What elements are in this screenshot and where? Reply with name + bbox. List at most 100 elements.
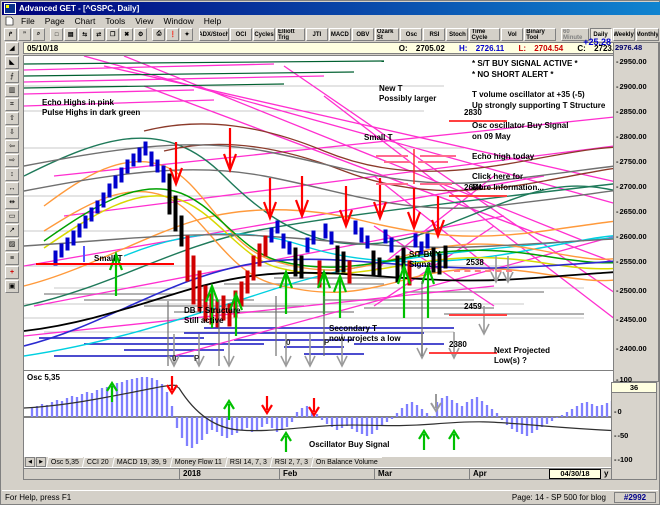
study-button-binary-tool[interactable]: Binary Tool (524, 28, 556, 41)
menu-item-tools[interactable]: Tools (105, 15, 126, 26)
tab-label-cci: CCI 20 (86, 459, 109, 466)
interval-button-daily[interactable]: Daily (589, 28, 612, 41)
study-button-vol[interactable]: Vol (501, 28, 524, 41)
study-button-obv[interactable]: OBV (351, 28, 374, 41)
menu-item-chart[interactable]: Chart (74, 15, 96, 26)
delete-page-button[interactable]: ✖ (120, 28, 134, 41)
menu-item-window[interactable]: Window (163, 15, 194, 26)
date-tick-apr: Apr (469, 469, 553, 479)
tab-cci-20[interactable]: CCI 20 (81, 457, 113, 467)
status-bar: For Help, press F1 Page: 14 - SP 500 for… (2, 490, 658, 503)
study-button-ozark-st[interactable]: Ozark St (374, 28, 400, 41)
annotation-st-buy: S/T BUY Signal (409, 250, 441, 269)
tab-osc-5-35[interactable]: Osc 5,35 (45, 457, 84, 467)
low-label: L: (518, 43, 526, 53)
price-level-line-2459 (449, 314, 507, 316)
interval-button-60-minute[interactable]: 60 Minute (561, 28, 589, 41)
tab-obv[interactable]: On Balance Volume (310, 457, 382, 467)
price-level-label-2830: 2830 (464, 108, 482, 117)
study-button-jti[interactable]: JTI (305, 28, 328, 41)
new-page-button[interactable]: □ (50, 28, 64, 41)
auto-count-icon[interactable]: ⨍ (5, 70, 19, 83)
annotation-osc-buy-signal: Oscillator Buy Signal (309, 440, 390, 449)
scroll-left-icon[interactable]: ⇦ (5, 140, 19, 153)
tab-label-obv: On Balance Volume (315, 459, 378, 466)
study-button-adx-stoch[interactable]: ADX/Stoch (198, 28, 229, 41)
study-button-stoch[interactable]: Stoch (446, 28, 469, 41)
menu-item-help[interactable]: Help (203, 15, 222, 26)
save-icon[interactable]: ▣ (5, 280, 19, 293)
tab-rsi-2[interactable]: RSI 2, 7, 3 (269, 457, 312, 467)
wave-count-icon[interactable]: ◣ (5, 56, 19, 69)
study-button-oci[interactable]: OCI (229, 28, 252, 41)
tab-money-flow[interactable]: Money Flow 11 (169, 457, 226, 467)
osc-tick-100: 100 (616, 375, 633, 384)
price-tick-2650: 2650.00 (616, 207, 647, 216)
indicator-tab-strip[interactable]: ◀ ▶ Osc 5,35 CCI 20 MACD 19, 39, 9 Money… (24, 457, 639, 467)
study-button-rsi[interactable]: RSI (423, 28, 446, 41)
info-line-more-info[interactable]: More Information... (472, 183, 544, 192)
marker-zero-2: 0 (286, 338, 291, 347)
lock-page-button[interactable]: ▤ (64, 28, 78, 41)
study-button-elliott-trig[interactable]: Elliott Trig (275, 28, 305, 41)
menu-item-file[interactable]: File (21, 15, 35, 26)
profile-icon[interactable]: ▨ (5, 238, 19, 251)
oscillator-current-value: 36 (612, 382, 656, 393)
info-panel[interactable]: * S/T BUY SIGNAL ACTIVE * * NO SHORT ALE… (472, 58, 637, 193)
price-pane[interactable]: 2830 2684 2538 2459 2380 Echo Highs in p… (24, 56, 638, 371)
study-button-macd[interactable]: MACD (328, 28, 351, 41)
compress-icon[interactable]: ↕ (5, 168, 19, 181)
wizard-button[interactable]: ✦ (180, 28, 194, 41)
trend-icon[interactable]: ↗ (5, 224, 19, 237)
price-date: 05/10/18 (27, 43, 59, 53)
menu-item-page[interactable]: Page (44, 15, 65, 26)
scroll-up-icon[interactable]: ⇧ (5, 112, 19, 125)
study-button-time-cycle[interactable]: Time Cycle (469, 28, 501, 41)
tab-label-osc: Osc 5,35 (50, 459, 79, 466)
close-label: C: (577, 43, 586, 53)
study-icon[interactable]: ▥ (5, 84, 19, 97)
elliott-wave-icon[interactable]: ◢ (5, 42, 19, 55)
main-toolbar: ↱ ” ⌕ □ ▤ ⇆ ⇄ ❐ ✖ ⚙ ⎙ ❗ ✦ ADX/Stoch OCI … (2, 27, 660, 42)
expand-h-icon[interactable]: ↔ (5, 182, 19, 195)
scroll-down-icon[interactable]: ⇩ (5, 126, 19, 139)
status-help-text: For Help, press F1 (5, 492, 72, 502)
interval-button-monthly[interactable]: Monthly (635, 28, 659, 41)
status-code: #2992 (614, 491, 656, 503)
tab-macd[interactable]: MACD 19, 39, 9 (111, 457, 171, 467)
close-value: 2723.07 (594, 43, 623, 53)
tab-rsi-14[interactable]: RSI 14, 7, 3 (224, 457, 271, 467)
oscillator-title: Osc 5,35 (27, 373, 60, 382)
price-level-line-2380 (429, 352, 497, 354)
help-tip-button[interactable]: ❗ (166, 28, 180, 41)
cursor-tool-button[interactable]: ↱ (4, 28, 17, 41)
quote-tool-button[interactable]: ” (18, 28, 31, 41)
date-tick-mar: Mar (374, 469, 473, 479)
study-button-cycles[interactable]: Cycles (252, 28, 275, 41)
price-axis[interactable]: 2976.48 2950.00 2900.00 2850.00 2800.00 … (613, 42, 659, 405)
zoom-tool-button[interactable]: ⌕ (32, 28, 45, 41)
add-study-icon[interactable]: + (5, 266, 19, 279)
chart-container[interactable]: 2830 2684 2538 2459 2380 Echo Highs in p… (23, 55, 639, 480)
edit-page-button[interactable]: ⚙ (134, 28, 148, 41)
annotation-small-t-top: Small T (364, 133, 393, 142)
prev-page-button[interactable]: ⇆ (78, 28, 92, 41)
oscillator-axis[interactable]: 36 0 -50 -100 (611, 382, 657, 480)
oscillator-pane[interactable]: Osc 5,35 (24, 372, 638, 466)
tab-scroll-right-icon[interactable]: ▶ (36, 457, 46, 467)
scroll-right-icon[interactable]: ⇨ (5, 154, 19, 167)
bar-icon[interactable]: ≡ (5, 252, 19, 265)
interval-button-weekly[interactable]: Weekly (612, 28, 635, 41)
menu-item-view[interactable]: View (135, 15, 154, 26)
copy-page-button[interactable]: ❐ (106, 28, 120, 41)
price-level-line-2538 (454, 270, 512, 272)
print-button[interactable]: ⎙ (152, 28, 166, 41)
fit-icon[interactable]: ⇹ (5, 196, 19, 209)
xtl-icon[interactable]: ⌗ (5, 98, 19, 111)
next-page-button[interactable]: ⇄ (92, 28, 106, 41)
window-icon[interactable]: ▭ (5, 210, 19, 223)
info-line-click-here[interactable]: Click here for (472, 172, 524, 181)
tab-label-macd: MACD 19, 39, 9 (116, 459, 167, 466)
study-button-osc[interactable]: Osc (400, 28, 423, 41)
tab-scroll-left-icon[interactable]: ◀ (25, 457, 35, 467)
